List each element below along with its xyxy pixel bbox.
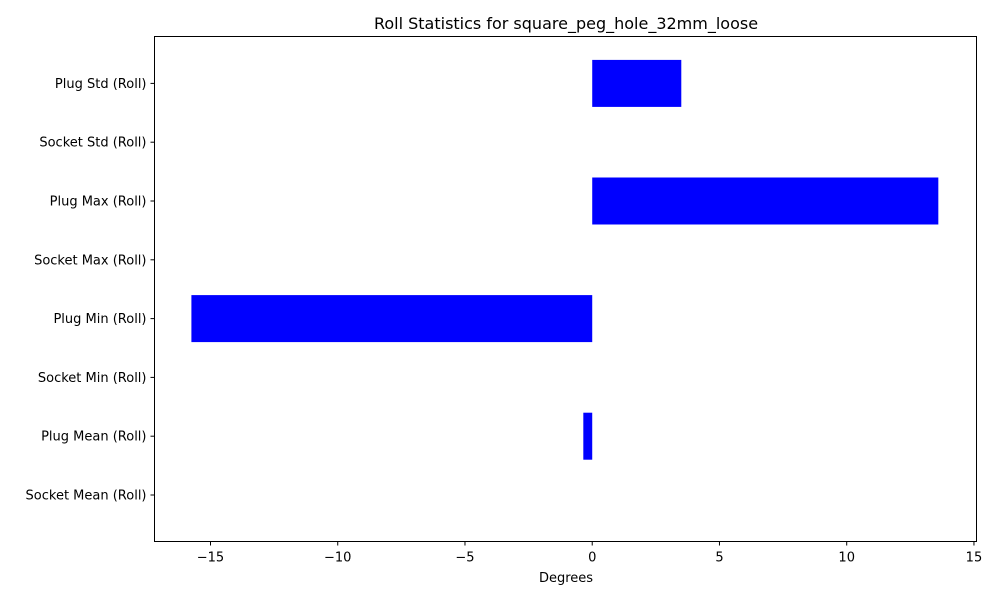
x-tick-label: −15: [197, 551, 224, 566]
bar: [592, 177, 939, 225]
y-tick-label: Socket Std (Roll): [39, 136, 146, 151]
y-tick-label: Plug Mean (Roll): [41, 430, 146, 445]
y-tick-label: Socket Max (Roll): [34, 253, 146, 268]
x-tick-label: 0: [588, 551, 596, 566]
y-axis: Socket Mean (Roll) Plug Mean (Roll) Socket…: [26, 77, 155, 504]
plot-frame: [154, 36, 977, 542]
y-tick-label: Socket Mean (Roll): [26, 489, 147, 504]
y-tick-label: Socket Min (Roll): [38, 371, 147, 386]
x-axis-label: Degrees: [539, 571, 593, 586]
x-tick-label: −5: [455, 551, 474, 566]
chart-title: Roll Statistics for square_peg_hole_32mm…: [374, 14, 758, 34]
bars-layer: [191, 59, 939, 460]
x-tick-label: 5: [715, 551, 723, 566]
y-tick-label: Plug Std (Roll): [55, 77, 147, 92]
x-tick-label: 15: [966, 551, 983, 566]
y-tick-label: Plug Max (Roll): [50, 195, 147, 210]
y-tick-label: Plug Min (Roll): [53, 312, 146, 327]
x-tick-label: −10: [324, 551, 351, 566]
bar: [583, 412, 593, 460]
bar: [592, 59, 682, 107]
x-tick-label: 10: [838, 551, 855, 566]
bar: [191, 295, 593, 343]
x-axis: −15 −10 −5 0 5 10 15: [197, 541, 983, 566]
